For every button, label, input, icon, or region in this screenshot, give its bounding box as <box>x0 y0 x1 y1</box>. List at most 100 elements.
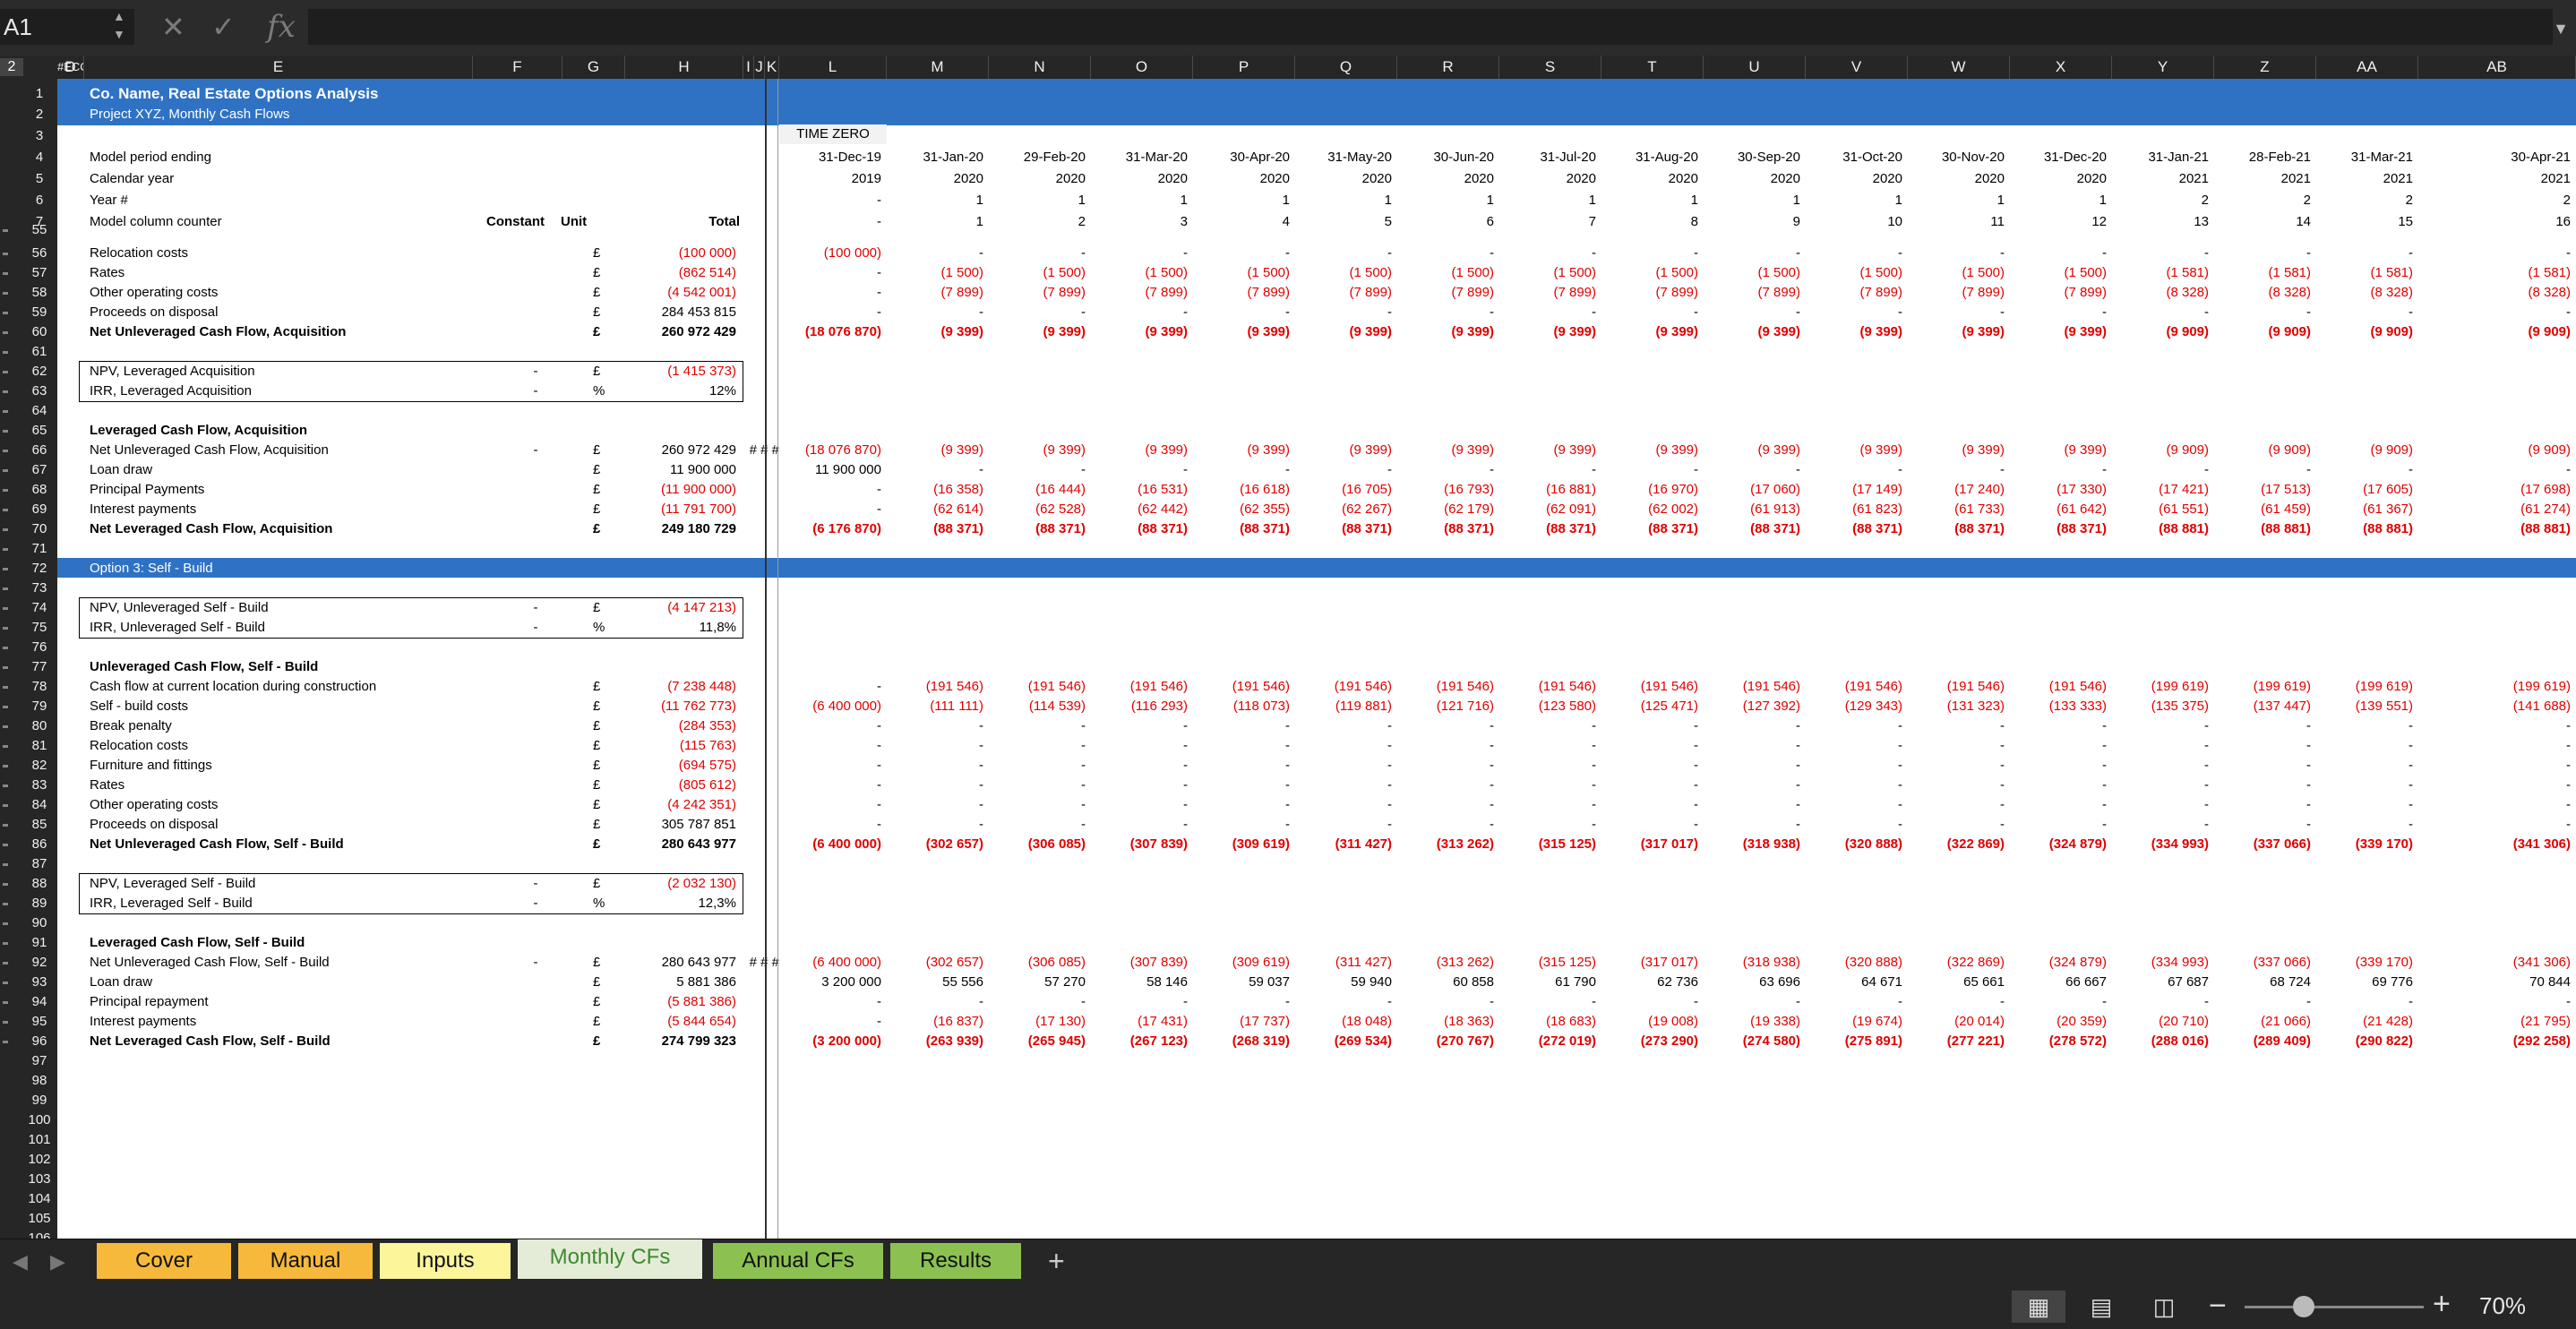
enter-check-icon[interactable]: ✓ <box>211 11 236 43</box>
row-header-77[interactable]: 77 <box>31 659 47 674</box>
tab-cover[interactable]: Cover <box>97 1243 231 1279</box>
row-header-104[interactable]: 104 <box>28 1191 51 1206</box>
row-header-103[interactable]: 103 <box>28 1171 51 1187</box>
outline-marker[interactable] <box>3 706 8 708</box>
row-header-60[interactable]: 60 <box>31 324 47 339</box>
row-header-102[interactable]: 102 <box>28 1152 51 1167</box>
outline-marker[interactable] <box>3 390 8 393</box>
column-header-s[interactable]: S <box>1499 56 1601 79</box>
column-header-p[interactable]: P <box>1193 56 1295 79</box>
outline-marker[interactable] <box>3 312 8 314</box>
column-header-e[interactable]: E <box>84 56 473 79</box>
tab-inputs[interactable]: Inputs <box>380 1243 511 1279</box>
outline-marker[interactable] <box>3 804 8 807</box>
outline-marker[interactable] <box>3 351 8 354</box>
row-header-6[interactable]: 6 <box>35 193 44 208</box>
outline-level-button[interactable]: 2 <box>0 58 23 76</box>
row-header-1[interactable]: 1 <box>35 86 44 101</box>
cancel-icon[interactable]: ✕ <box>161 11 185 43</box>
outline-marker[interactable] <box>3 469 8 472</box>
outline-marker[interactable] <box>3 785 8 787</box>
row-header-78[interactable]: 78 <box>31 679 47 694</box>
row-header-3[interactable]: 3 <box>35 128 44 143</box>
tab-scroll-right-icon[interactable]: ▶ <box>50 1250 65 1273</box>
outline-marker[interactable] <box>3 725 8 728</box>
row-header-70[interactable]: 70 <box>31 521 47 536</box>
outline-marker[interactable] <box>3 410 8 413</box>
row-header-73[interactable]: 73 <box>31 580 47 596</box>
outline-marker[interactable] <box>3 331 8 334</box>
row-header-83[interactable]: 83 <box>31 777 47 793</box>
row-header-69[interactable]: 69 <box>31 502 47 517</box>
row-header-82[interactable]: 82 <box>31 758 47 773</box>
column-header-t[interactable]: T <box>1601 56 1704 79</box>
row-header-79[interactable]: 79 <box>31 699 47 714</box>
outline-marker[interactable] <box>3 292 8 295</box>
outline-marker[interactable] <box>3 509 8 511</box>
column-header-k[interactable]: K <box>765 56 779 79</box>
zoom-in-button[interactable]: + <box>2433 1287 2451 1321</box>
row-header-91[interactable]: 91 <box>31 935 47 950</box>
outline-marker[interactable] <box>3 489 8 492</box>
outline-marker[interactable] <box>3 430 8 433</box>
outline-marker[interactable] <box>3 647 8 649</box>
row-header-98[interactable]: 98 <box>31 1073 47 1088</box>
column-header-o[interactable]: O <box>1091 56 1193 79</box>
column-header-h[interactable]: H <box>625 56 743 79</box>
row-header-86[interactable]: 86 <box>31 836 47 852</box>
outline-marker[interactable] <box>3 745 8 748</box>
outline-marker[interactable] <box>3 824 8 827</box>
column-header-m[interactable]: M <box>887 56 989 79</box>
row-header-106[interactable]: 106 <box>28 1230 51 1239</box>
page-break-view-icon[interactable]: ◫ <box>2152 1293 2176 1320</box>
column-header-i[interactable]: I <box>743 56 754 79</box>
page-layout-view-icon[interactable]: ▤ <box>2090 1293 2113 1320</box>
row-header-56[interactable]: 56 <box>31 245 47 261</box>
row-header-67[interactable]: 67 <box>31 462 47 477</box>
column-header-y[interactable]: Y <box>2112 56 2214 79</box>
outline-marker[interactable] <box>3 686 8 689</box>
row-header-101[interactable]: 101 <box>28 1132 51 1147</box>
column-header-ab[interactable]: AB <box>2418 56 2576 79</box>
insert-function-icon[interactable]: fx <box>267 9 296 45</box>
row-header-65[interactable]: 65 <box>31 423 47 438</box>
outline-marker[interactable] <box>3 1021 8 1024</box>
outline-marker[interactable] <box>3 627 8 630</box>
row-header-68[interactable]: 68 <box>31 482 47 497</box>
row-header-72[interactable]: 72 <box>31 561 47 576</box>
tab-monthly-cfs[interactable]: Monthly CFs <box>518 1239 702 1279</box>
outline-marker[interactable] <box>3 982 8 984</box>
outline-marker[interactable] <box>3 1041 8 1043</box>
column-header-q[interactable]: Q <box>1295 56 1397 79</box>
row-header-94[interactable]: 94 <box>31 994 47 1009</box>
row-header-92[interactable]: 92 <box>31 955 47 970</box>
zoom-out-button[interactable]: − <box>2209 1289 2227 1323</box>
row-header-2[interactable]: 2 <box>35 107 44 122</box>
name-box-up-icon[interactable]: ▲ <box>113 9 125 23</box>
outline-marker[interactable] <box>3 666 8 669</box>
column-header-n[interactable]: N <box>989 56 1091 79</box>
row-header-55[interactable]: 55 <box>31 222 47 237</box>
row-header-88[interactable]: 88 <box>31 876 47 891</box>
worksheet-grid[interactable]: Co. Name, Real Estate Options Analysis Pr… <box>57 79 2576 1239</box>
outline-marker[interactable] <box>3 863 8 866</box>
row-header-96[interactable]: 96 <box>31 1033 47 1049</box>
outline-marker[interactable] <box>3 450 8 452</box>
column-header-u[interactable]: U <box>1704 56 1806 79</box>
outline-marker[interactable] <box>3 568 8 570</box>
column-header-f[interactable]: F <box>473 56 562 79</box>
outline-marker[interactable] <box>3 922 8 925</box>
row-header-81[interactable]: 81 <box>31 738 47 753</box>
row-header-87[interactable]: 87 <box>31 856 47 871</box>
column-header-w[interactable]: W <box>1908 56 2010 79</box>
row-header-89[interactable]: 89 <box>31 896 47 911</box>
column-header-j[interactable]: J <box>754 56 765 79</box>
outline-marker[interactable] <box>3 844 8 846</box>
outline-marker[interactable] <box>3 528 8 531</box>
row-header-61[interactable]: 61 <box>31 344 47 359</box>
row-header-97[interactable]: 97 <box>31 1053 47 1068</box>
column-header-v[interactable]: V <box>1806 56 1908 79</box>
row-header-85[interactable]: 85 <box>31 817 47 832</box>
outline-marker[interactable] <box>3 371 8 373</box>
outline-marker[interactable] <box>3 1001 8 1004</box>
